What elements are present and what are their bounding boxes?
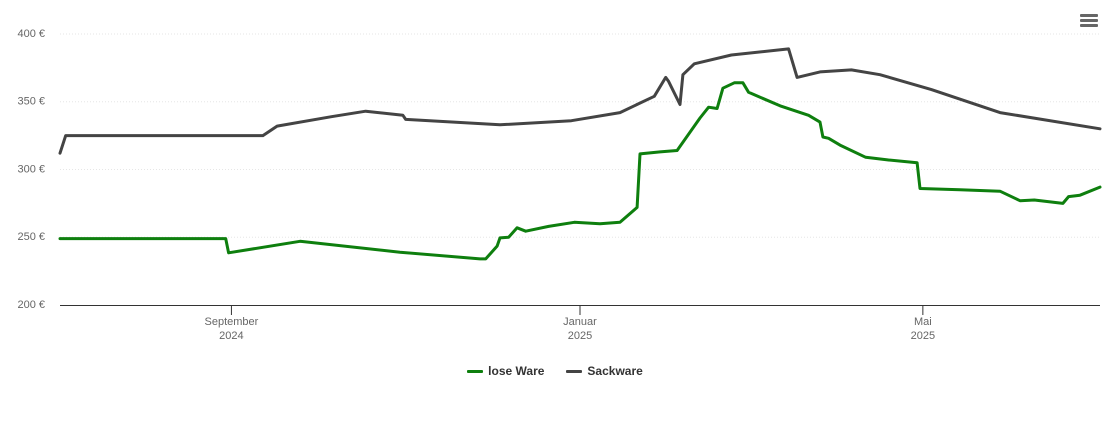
x-tick-label: Januar 2025 <box>563 316 597 342</box>
x-tick-label: September 2024 <box>204 316 259 342</box>
legend-swatch <box>467 369 484 373</box>
legend-item[interactable]: lose Ware <box>467 364 544 378</box>
y-tick-label: 350 € <box>17 96 45 108</box>
y-tick-label: 300 € <box>17 163 45 175</box>
legend-label: lose Ware <box>488 364 545 378</box>
legend-label: Sackware <box>587 364 643 378</box>
series-line <box>58 81 1102 261</box>
series-line <box>58 47 1102 155</box>
legend-swatch <box>566 369 583 373</box>
menu-button[interactable] <box>1080 14 1098 28</box>
legend: lose Ware Sackware <box>0 364 1110 378</box>
y-tick-label: 400 € <box>17 28 45 40</box>
x-tick-label: Mai 2025 <box>910 316 936 342</box>
legend-item[interactable]: Sackware <box>566 364 643 378</box>
y-tick-label: 250 € <box>17 231 45 243</box>
y-tick-label: 200 € <box>17 299 45 311</box>
